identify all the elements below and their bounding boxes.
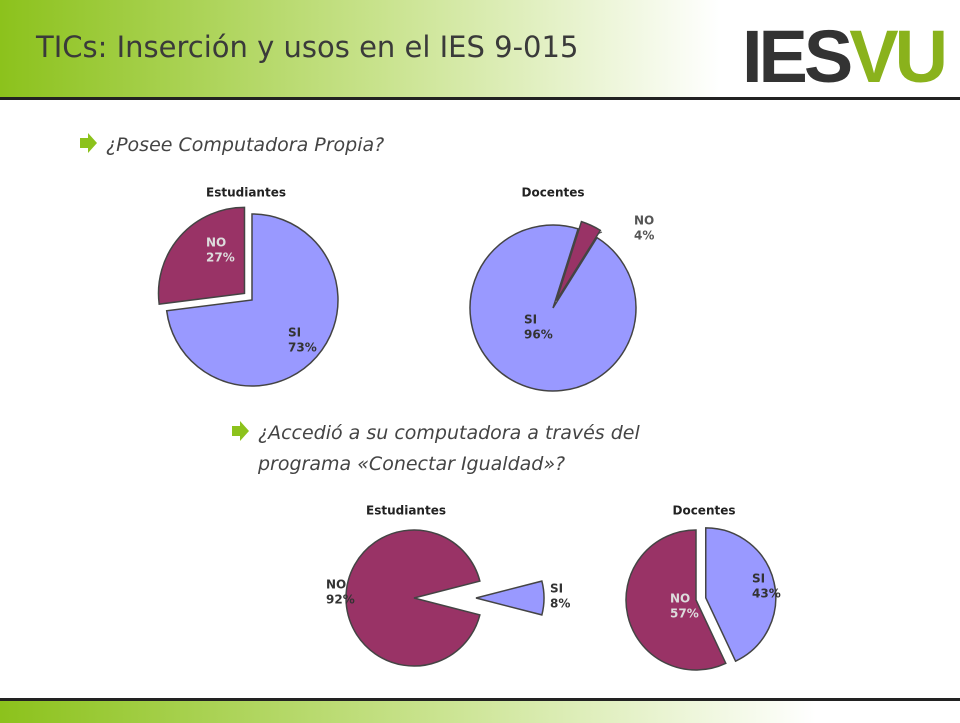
pie-slice bbox=[165, 213, 339, 387]
chart-title: Docentes bbox=[521, 186, 584, 200]
slice-label: SI bbox=[524, 313, 537, 327]
pie-slice bbox=[475, 580, 545, 616]
question: ¿Posee Computadora Propia? bbox=[106, 134, 385, 156]
bullet-arrow bbox=[80, 133, 97, 153]
value-label: 92% bbox=[326, 593, 355, 607]
chart-title: Estudiantes bbox=[206, 186, 286, 200]
logo-text: VU bbox=[849, 15, 948, 98]
pie-slice bbox=[469, 224, 637, 392]
value-label: 96% bbox=[524, 328, 553, 342]
footer bbox=[0, 698, 960, 723]
pie-slice bbox=[705, 527, 777, 663]
value-label: 27% bbox=[206, 251, 235, 265]
pie-slice bbox=[625, 529, 727, 671]
value-label: 43% bbox=[752, 587, 781, 601]
slice-label: NO bbox=[670, 592, 690, 606]
slide-title: TICs: Inserción y usos en el IES 9-015 bbox=[36, 30, 579, 64]
logo-text: IES bbox=[742, 15, 853, 98]
pie-slice bbox=[555, 220, 602, 302]
value-label: 4% bbox=[634, 229, 654, 243]
slice-label: SI bbox=[752, 572, 765, 586]
pie-slice bbox=[157, 206, 246, 306]
slice-label: NO bbox=[634, 214, 654, 228]
chart-title: Docentes bbox=[672, 504, 735, 518]
pie-slice bbox=[345, 529, 481, 667]
slice-label: NO bbox=[206, 236, 226, 250]
header: TICs: Inserción y usos en el IES 9-015 I… bbox=[0, 0, 960, 100]
question: ¿Accedió a su computadora a través del p… bbox=[258, 422, 640, 475]
value-label: 8% bbox=[550, 597, 570, 611]
slice-label: SI bbox=[550, 582, 563, 596]
slice-label: NO bbox=[326, 578, 346, 592]
value-label: 73% bbox=[288, 341, 317, 355]
chart-title: Estudiantes bbox=[366, 504, 446, 518]
bullet-arrow bbox=[232, 421, 249, 441]
value-label: 57% bbox=[670, 607, 699, 621]
slice-label: SI bbox=[288, 326, 301, 340]
logo: IESVU bbox=[742, 14, 948, 99]
